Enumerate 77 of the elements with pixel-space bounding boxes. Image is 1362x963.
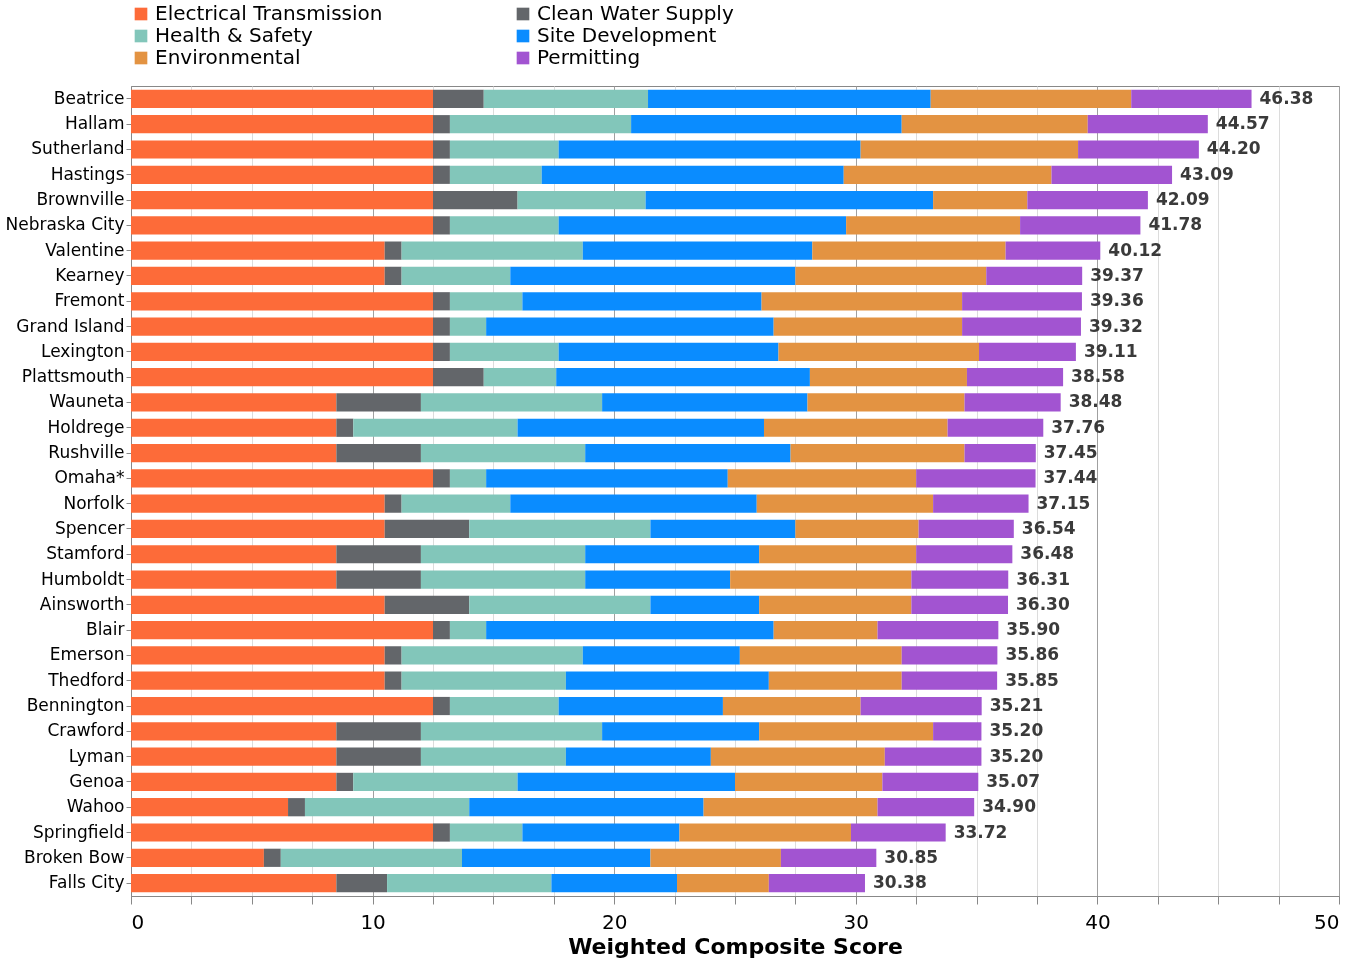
- x-tick-label: 10: [360, 909, 386, 934]
- x-tick-label: 0: [131, 909, 145, 934]
- total-label: 40.12: [1108, 239, 1163, 260]
- total-label: 35.21: [989, 695, 1044, 716]
- y-tick-label: Norfolk: [63, 492, 125, 513]
- total-label: 37.76: [1051, 416, 1106, 437]
- total-label: 43.09: [1180, 163, 1234, 184]
- total-label: 38.58: [1071, 366, 1125, 387]
- total-label: 33.72: [953, 821, 1008, 842]
- y-tick-label: Ainsworth: [39, 593, 125, 614]
- total-label: 39.11: [1083, 340, 1138, 361]
- y-tick-label: Hastings: [50, 163, 125, 184]
- total-label: 30.38: [872, 872, 927, 893]
- total-label: 37.45: [1043, 442, 1098, 463]
- total-label: 44.20: [1206, 138, 1261, 159]
- total-label: 34.90: [982, 796, 1037, 817]
- y-tick-label: Rushville: [48, 442, 125, 463]
- total-label: 36.30: [1016, 593, 1070, 614]
- total-label: 35.20: [989, 745, 1044, 766]
- y-tick-label: Spencer: [54, 517, 125, 538]
- y-tick-label: Lyman: [68, 745, 125, 766]
- y-tick-label: Plattsmouth: [21, 366, 125, 387]
- y-tick-label: Lexington: [40, 340, 125, 361]
- legend-label: Environmental: [155, 45, 301, 69]
- y-tick-label: Blair: [85, 619, 125, 640]
- x-tick-label: 30: [843, 909, 870, 934]
- y-tick-label: Beatrice: [53, 87, 125, 108]
- legend-label: Electrical Transmission: [155, 1, 383, 25]
- total-label: 36.31: [1016, 568, 1071, 589]
- y-tick-label: Humboldt: [41, 568, 125, 589]
- y-tick-label: Sutherland: [31, 138, 125, 159]
- x-tick-label: 20: [601, 909, 628, 934]
- y-tick-label: Crawford: [47, 720, 125, 741]
- total-label: 35.86: [1005, 644, 1060, 665]
- total-label: 35.85: [1005, 669, 1059, 690]
- total-label: 36.54: [1021, 517, 1076, 538]
- total-label: 35.90: [1006, 619, 1061, 640]
- total-label: 36.48: [1020, 543, 1075, 564]
- y-tick-label: Wahoo: [66, 796, 125, 817]
- y-tick-label: Kearney: [55, 264, 125, 285]
- x-axis-title: Weighted Composite Score: [568, 933, 903, 959]
- legend-label: Clean Water Supply: [537, 1, 734, 25]
- y-tick-label: Nebraska City: [5, 214, 125, 235]
- y-tick-label: Holdrege: [47, 416, 125, 437]
- total-label: 37.44: [1043, 467, 1098, 488]
- y-tick-label: Emerson: [49, 644, 125, 665]
- x-tick-label: 50: [1314, 909, 1340, 934]
- total-label: 35.07: [986, 770, 1041, 791]
- total-label: 30.85: [884, 846, 939, 867]
- y-tick-label: Genoa: [69, 770, 125, 791]
- total-label: 38.48: [1068, 391, 1123, 412]
- y-tick-label: Broken Bow: [23, 846, 125, 867]
- y-tick-label: Stamford: [46, 543, 125, 564]
- x-tick-label: 40: [1085, 909, 1111, 934]
- total-label: 39.37: [1090, 264, 1144, 285]
- total-label: 42.09: [1155, 189, 1210, 210]
- total-label: 35.20: [989, 720, 1044, 741]
- legend-label: Health & Safety: [155, 23, 314, 47]
- y-tick-label: Springfield: [32, 821, 125, 842]
- total-label: 39.36: [1089, 290, 1144, 311]
- total-label: 46.38: [1259, 87, 1314, 108]
- y-tick-label: Falls City: [48, 872, 125, 893]
- total-label: 39.32: [1088, 315, 1143, 336]
- legend-label: Site Development: [537, 23, 717, 47]
- y-tick-label: Thedford: [47, 669, 125, 690]
- y-tick-label: Grand Island: [16, 315, 125, 336]
- y-tick-label: Omaha*: [54, 467, 125, 488]
- legend-label: Permitting: [537, 45, 641, 69]
- total-label: 44.57: [1215, 113, 1270, 134]
- y-tick-label: Brownville: [36, 189, 125, 210]
- y-tick-label: Bennington: [26, 695, 125, 716]
- total-label: 41.78: [1148, 214, 1203, 235]
- total-label: 37.15: [1036, 492, 1091, 513]
- y-tick-label: Valentine: [45, 239, 125, 260]
- y-tick-label: Wauneta: [49, 391, 125, 412]
- y-tick-label: Hallam: [64, 113, 125, 134]
- y-tick-label: Fremont: [54, 290, 125, 311]
